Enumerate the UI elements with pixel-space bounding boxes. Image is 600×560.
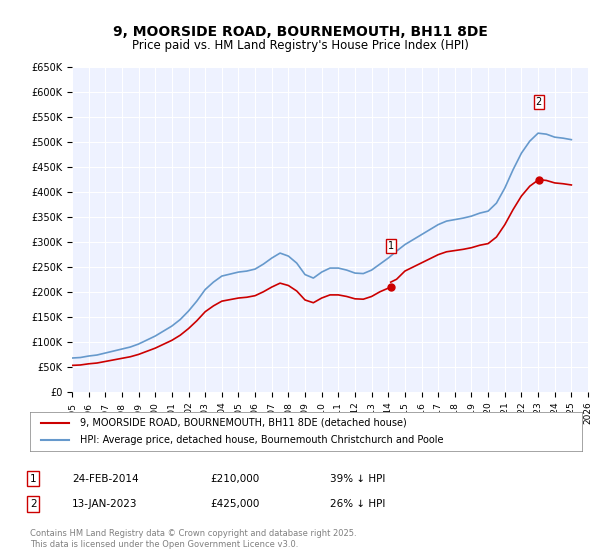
Text: 13-JAN-2023: 13-JAN-2023 [72, 499, 137, 509]
Text: 2: 2 [536, 97, 542, 107]
Text: HPI: Average price, detached house, Bournemouth Christchurch and Poole: HPI: Average price, detached house, Bour… [80, 435, 443, 445]
Text: 2: 2 [30, 499, 37, 509]
Text: 9, MOORSIDE ROAD, BOURNEMOUTH, BH11 8DE (detached house): 9, MOORSIDE ROAD, BOURNEMOUTH, BH11 8DE … [80, 418, 406, 428]
Text: Contains HM Land Registry data © Crown copyright and database right 2025.
This d: Contains HM Land Registry data © Crown c… [30, 529, 356, 549]
Text: 1: 1 [388, 241, 394, 250]
Text: 26% ↓ HPI: 26% ↓ HPI [330, 499, 385, 509]
Text: 39% ↓ HPI: 39% ↓ HPI [330, 474, 385, 484]
Text: 24-FEB-2014: 24-FEB-2014 [72, 474, 139, 484]
Text: £425,000: £425,000 [210, 499, 259, 509]
Text: 9, MOORSIDE ROAD, BOURNEMOUTH, BH11 8DE: 9, MOORSIDE ROAD, BOURNEMOUTH, BH11 8DE [113, 25, 487, 39]
Text: Price paid vs. HM Land Registry's House Price Index (HPI): Price paid vs. HM Land Registry's House … [131, 39, 469, 52]
Text: £210,000: £210,000 [210, 474, 259, 484]
Text: 1: 1 [30, 474, 37, 484]
